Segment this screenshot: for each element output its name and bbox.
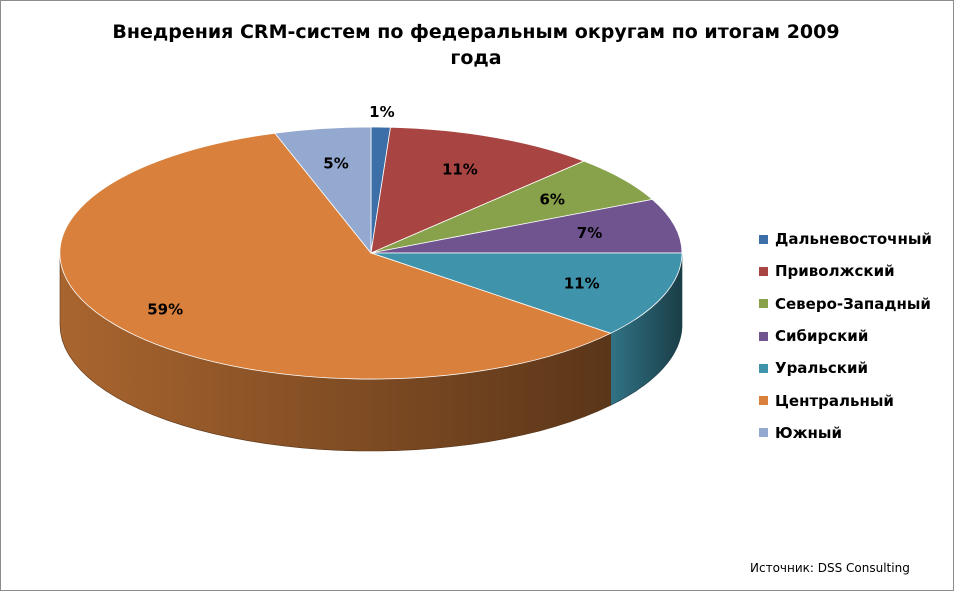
legend-item: Дальневосточный: [759, 223, 932, 255]
data-label-4: 11%: [564, 275, 600, 293]
pie-slice-1: [370, 126, 585, 254]
legend-label: Приволжский: [775, 262, 895, 281]
legend-swatch: [759, 234, 768, 244]
legend-swatch: [759, 363, 768, 373]
legend-item: Уральский: [759, 352, 932, 384]
pie-slice-4: [370, 252, 683, 334]
data-label-2: 6%: [539, 191, 564, 209]
pie-slice-3: [370, 198, 683, 254]
legend-swatch: [759, 331, 768, 341]
chart-title: Внедрения CRM-систем по федеральным окру…: [112, 21, 840, 69]
legend-item: Сибирский: [759, 320, 932, 352]
legend-item: Южный: [759, 417, 932, 449]
data-label-0: 1%: [369, 103, 394, 121]
data-label-6: 5%: [323, 154, 348, 172]
legend-swatch: [759, 396, 768, 406]
legend-label: Сибирский: [775, 327, 869, 346]
legend-item: Северо-Западный: [759, 288, 932, 320]
legend-swatch: [759, 428, 768, 438]
data-label-3: 7%: [577, 224, 602, 242]
data-label-1: 11%: [442, 161, 478, 179]
pie-slice-6: [274, 126, 372, 255]
legend-label: Уральский: [775, 359, 868, 378]
legend-label: Дальневосточный: [775, 230, 932, 249]
legend-item: Центральный: [759, 384, 932, 416]
pie-slice-5: [59, 132, 612, 380]
source-note: Источник: DSS Consulting: [750, 561, 910, 575]
legend-item: Приволжский: [759, 255, 932, 287]
legend-label: Северо-Западный: [775, 294, 931, 313]
legend-label: Центральный: [775, 391, 894, 410]
data-label-5: 59%: [147, 301, 183, 319]
legend-label: Южный: [775, 423, 842, 442]
legend-swatch: [759, 299, 768, 309]
legend: Дальневосточный Приволжский Северо-Западны…: [759, 223, 932, 449]
legend-swatch: [759, 266, 768, 276]
